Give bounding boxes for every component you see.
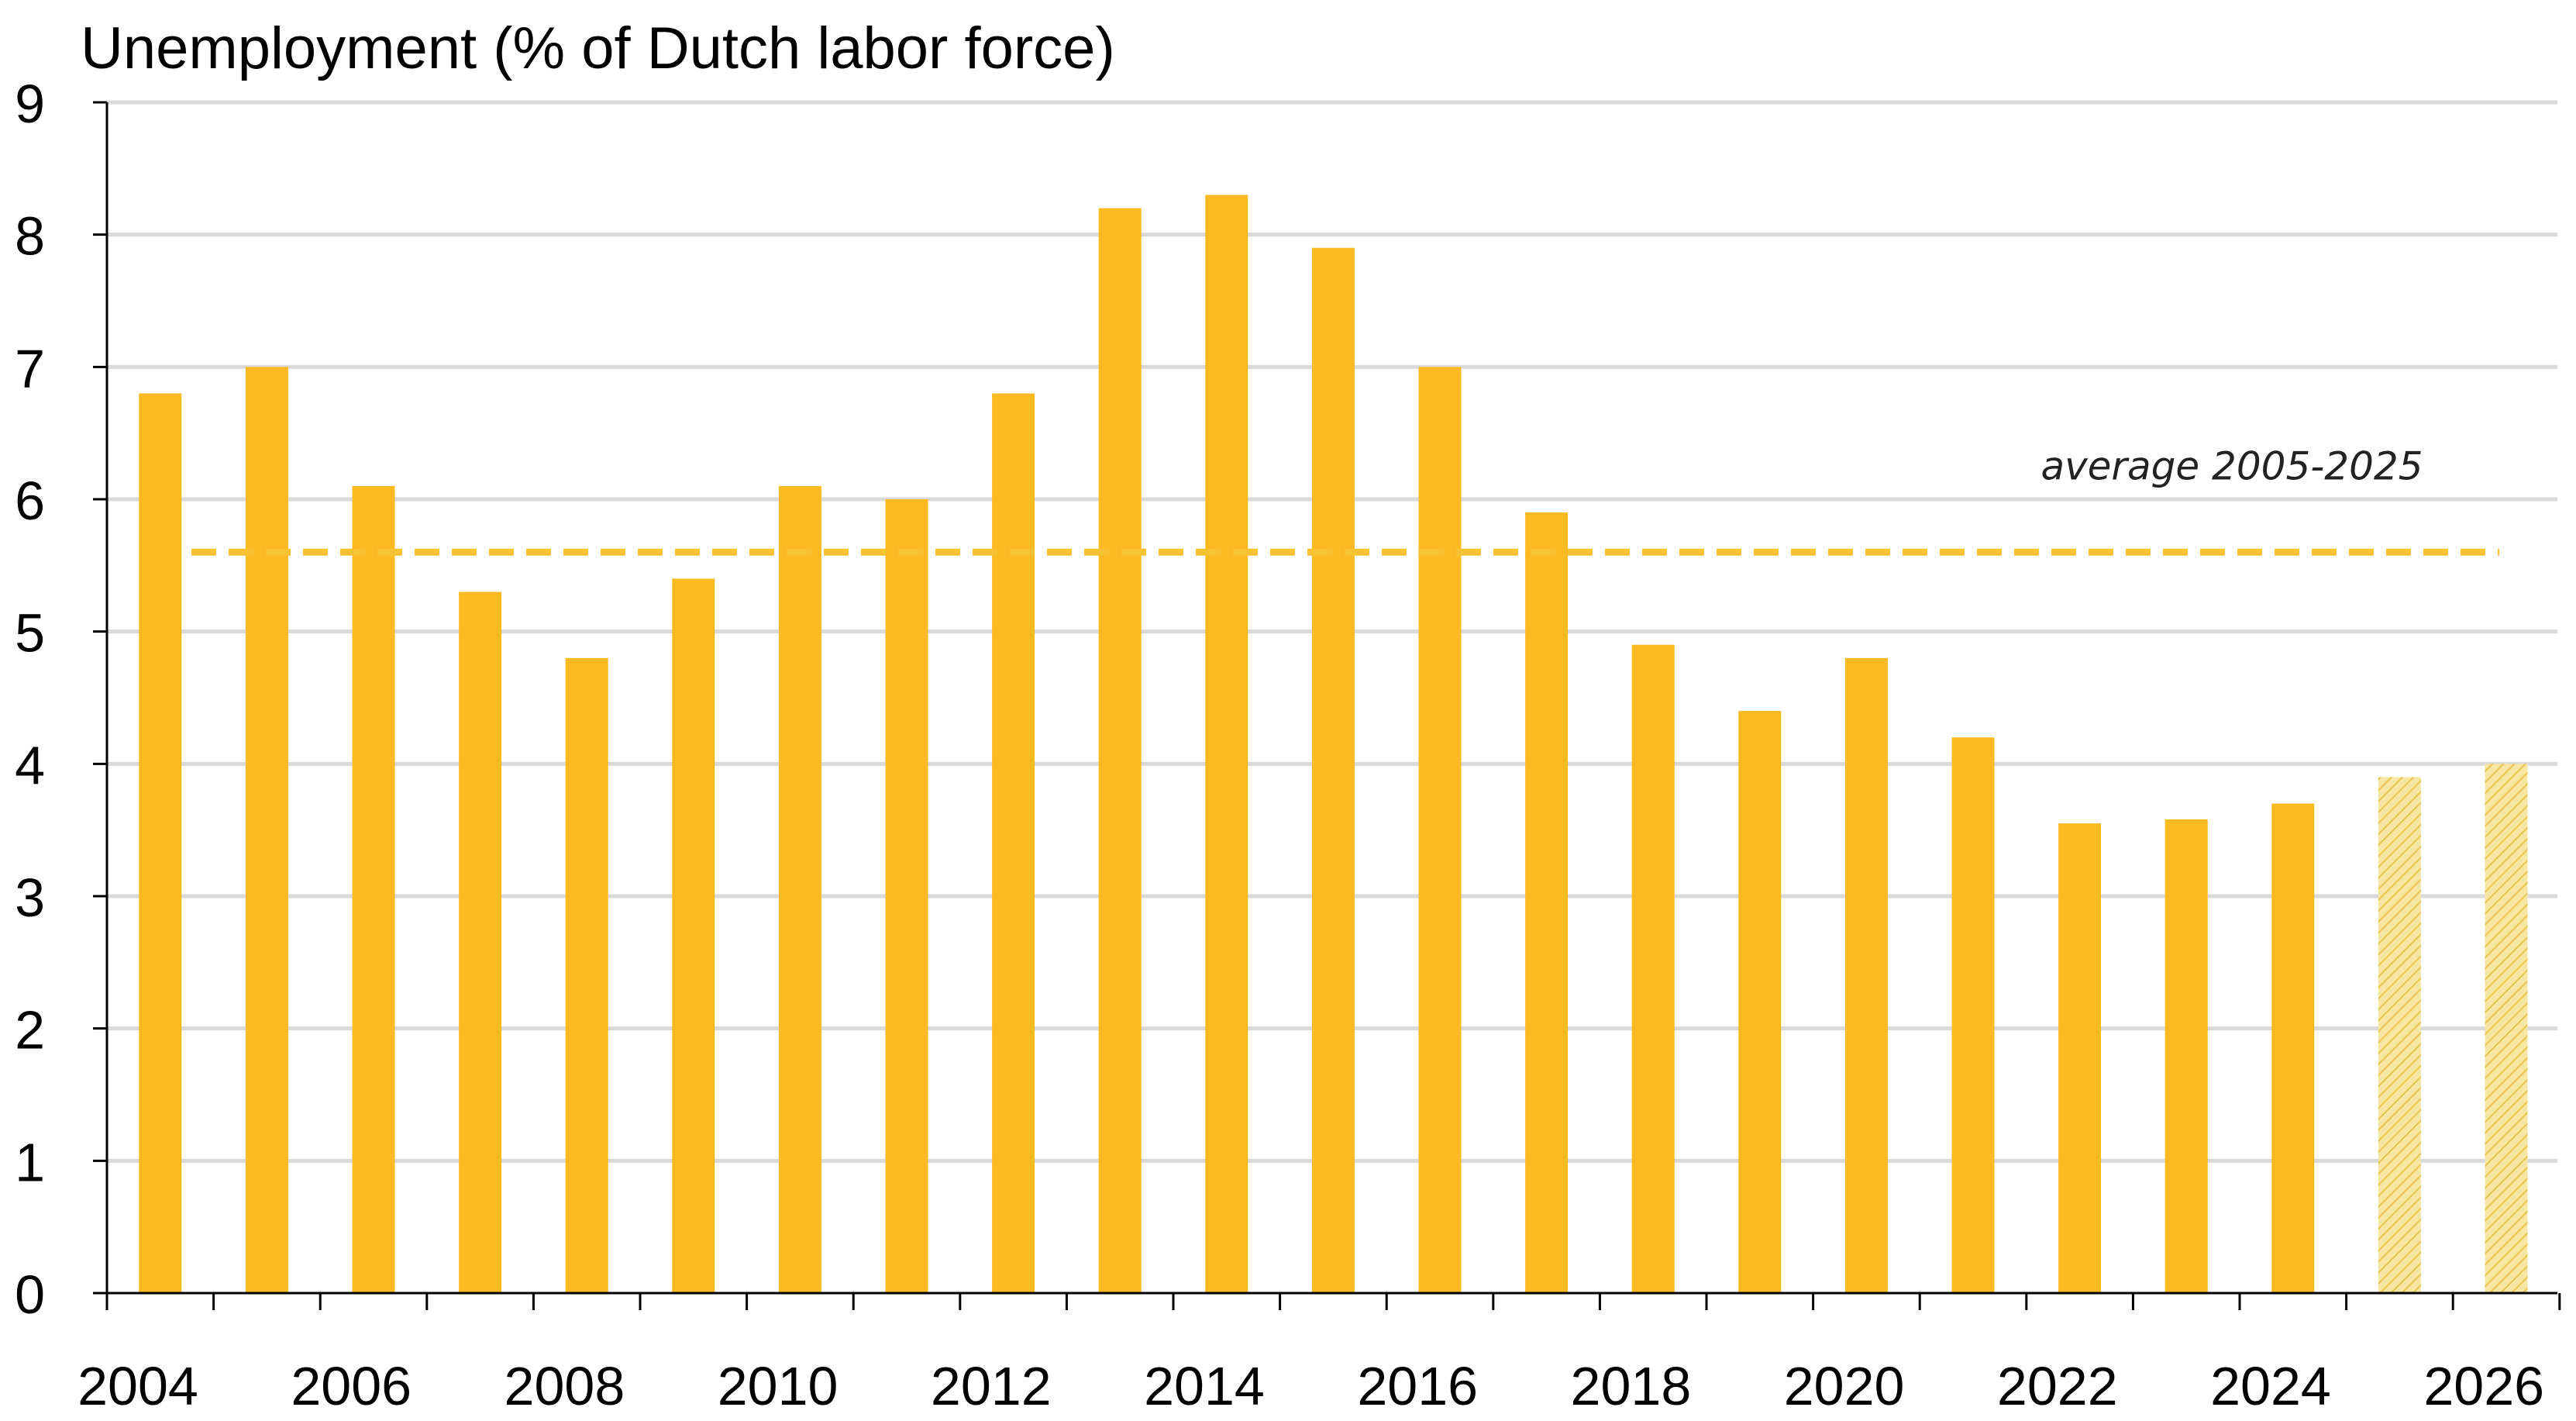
- y-tick-label: 8: [15, 206, 45, 267]
- x-tick-label: 2004: [77, 1356, 198, 1416]
- bar: [245, 367, 288, 1293]
- x-tick-label: 2006: [291, 1356, 412, 1416]
- bar: [1311, 247, 1355, 1293]
- x-tick-label: 2012: [931, 1356, 1052, 1416]
- forecast-bar: [2485, 764, 2528, 1293]
- x-tick-label: 2018: [1571, 1356, 1692, 1416]
- x-tick-label: 2026: [2423, 1356, 2544, 1416]
- bar: [2271, 803, 2315, 1293]
- forecast-bar: [2378, 777, 2421, 1293]
- y-tick-label: 1: [15, 1132, 45, 1192]
- bar: [1205, 195, 1248, 1293]
- bar: [2058, 823, 2102, 1293]
- y-tick-label: 0: [15, 1264, 45, 1325]
- bar: [1631, 644, 1675, 1293]
- bar: [1525, 512, 1569, 1293]
- bars: [139, 195, 2528, 1293]
- bar: [139, 393, 182, 1293]
- bar: [459, 592, 502, 1293]
- y-tick-label: 6: [15, 471, 45, 531]
- bar: [1098, 208, 1142, 1293]
- bar: [1844, 657, 1888, 1293]
- bar: [352, 485, 395, 1293]
- bar: [672, 578, 715, 1293]
- bar: [992, 393, 1035, 1293]
- x-tick-label: 2008: [505, 1356, 625, 1416]
- y-tick-label: 4: [15, 735, 45, 795]
- bar: [1951, 737, 1995, 1293]
- y-tick-label: 3: [15, 867, 45, 928]
- average-layer: average 2005-2025: [191, 443, 2499, 556]
- bar: [1418, 367, 1462, 1293]
- bar: [885, 499, 928, 1293]
- bar: [778, 485, 821, 1293]
- bar: [565, 657, 608, 1293]
- x-tick-labels: 2004 2006 2008 2010 2012 2014 2016 2018 2020 2022…: [77, 1356, 2544, 1416]
- x-tick-label: 2014: [1144, 1356, 1265, 1416]
- axes: [93, 101, 2561, 1310]
- x-tick-label: 2022: [1997, 1356, 2118, 1416]
- x-tick-label: 2020: [1784, 1356, 1905, 1416]
- bar: [2164, 819, 2208, 1293]
- average-label: average 2005-2025: [2040, 443, 2423, 488]
- x-tick-label: 2010: [718, 1356, 839, 1416]
- y-tick-label: 9: [15, 74, 45, 134]
- y-tick-labels: 0 1 2 3 4 5 6 7 8 9: [15, 74, 45, 1325]
- y-tick-label: 7: [15, 338, 45, 398]
- x-tick-label: 2024: [2210, 1356, 2331, 1416]
- bar: [1738, 711, 1782, 1293]
- x-tick-label: 2016: [1357, 1356, 1478, 1416]
- y-tick-label: 5: [15, 603, 45, 664]
- y-tick-label: 2: [15, 1000, 45, 1061]
- chart-title: Unemployment (% of Dutch labor force): [81, 16, 1115, 81]
